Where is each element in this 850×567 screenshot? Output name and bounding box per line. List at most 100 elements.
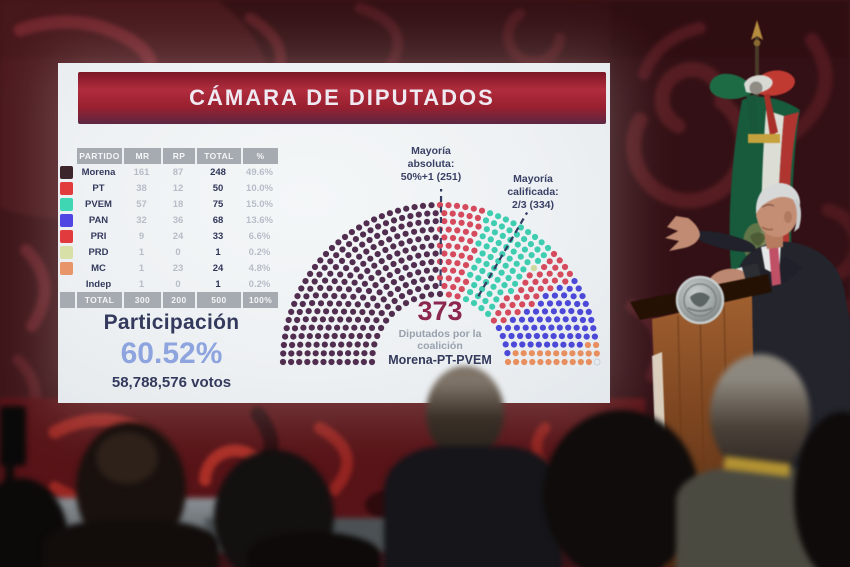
seat-dot-pan [552,341,559,348]
seat-dot-pvem [475,275,482,282]
seat-dot-morena [311,278,318,285]
table-row: MC 1 23 24 4.8% [58,260,282,276]
seat-dot-pan [564,300,571,307]
seat-dot-mc [577,350,584,357]
seat-dot-pt [467,221,474,228]
seat-dot-morena [373,317,380,324]
seat-dot-morena [320,358,327,366]
seat-dot-morena [415,236,422,243]
seat-dot-morena [326,285,333,292]
seat-dot-pt [458,269,465,276]
seat-dot-pan [504,350,511,357]
seat-dot-pvem [483,243,490,250]
seat-dot-morena [428,226,435,233]
results-table: PARTIDO MR RP TOTAL% Morena 161 87 248 49.6% PT 38… [58,148,282,308]
pct-value: 15.0% [246,198,273,210]
seat-dot-pvem [483,260,490,268]
seat-dot-morena [317,300,325,307]
seat-dot-pvem [487,236,494,243]
seat-dot-morena [390,217,398,224]
total-row-label: TOTAL [75,292,122,308]
seat-dot-morena [386,210,393,217]
seat-dot-mc [504,358,512,366]
seat-dot-pt [453,202,461,209]
seat-dot-morena [329,341,336,348]
seat-dot-pvem [497,289,504,296]
seat-dot-pan [591,333,599,340]
seat-dot-morena [360,358,367,366]
seat-dot-mc [593,341,600,349]
seat-dot-morena [402,230,409,237]
seat-dot-morena [374,332,381,340]
seat-dot-morena [344,358,351,366]
seat-dot-pan [581,325,589,332]
seat-dot-morena [288,358,295,366]
seat-dot-pan [504,324,512,331]
table-row: PARTIDO MR RP TOTAL% [58,148,282,164]
seat-dot-morena [360,260,367,267]
seat-dot-morena [380,296,387,303]
seat-dot-morena [312,292,319,299]
seat-dot-morena [307,270,314,277]
seat-dot-pvem [502,216,509,223]
seat-dot-morena [363,220,370,227]
total-value: 75 [212,198,224,210]
seat-dot-morena [331,292,338,300]
seat-dot-pan [559,308,566,315]
seat-dot-pri [532,278,539,285]
total-value: 1 [215,278,221,290]
seat-dot-morena [340,308,348,315]
seat-dot-morena [419,260,426,267]
seat-dot-morena [364,301,371,309]
seat-dot-pvem [507,287,515,295]
party-color-swatch [60,245,73,259]
seat-dot-pvem [498,223,505,230]
participation-votes: 58,788,576 votos [111,374,232,391]
seat-dot-morena [352,358,359,366]
pct-value: 6.6% [248,230,271,242]
seat-dot-morena [388,310,395,317]
seat-dot-morena [394,250,401,257]
table-row: Indep 1 0 1 0.2% [58,276,282,292]
seat-dot-mc [553,350,560,357]
seat-dot-morena [428,258,435,266]
seat-dot-pvem [499,232,506,239]
seat-dot-morena [394,286,401,293]
seat-dot-pvem [490,283,497,290]
seat-dot-morena [311,263,319,271]
seat-dot-morena [343,265,350,272]
seat-dot-morena [290,333,297,340]
seat-dot-pan [544,341,551,348]
seat-dot-pt [470,205,477,212]
seat-dot-pvem [527,241,534,248]
seat-dot-pan [513,324,520,331]
total-value: 248 [210,166,226,178]
seat-dot-morena [353,266,360,273]
seat-dot-morena [298,333,305,340]
seat-dot-pvem [534,246,541,253]
seat-dot-morena [398,293,406,300]
seat-dot-pt [466,213,473,220]
seat-dot-pri [551,277,558,284]
coalition-total-block: 373 Diputados por la coalición Morena-PT… [380,296,500,367]
seat-dot-pt [445,202,452,209]
seat-dot-morena [368,309,375,316]
hemicycle-svg [279,188,601,366]
seat-dot-pri [546,270,553,277]
seat-dot-morena [327,270,334,277]
seat-dot-pt [441,282,448,290]
seat-dot-morena [398,240,405,247]
seat-dot-pvem [483,226,490,233]
seat-dot-pri [528,300,535,308]
seat-dot-morena [328,244,336,252]
seat-dot-morena [351,279,358,286]
party-name: PAN [88,214,109,226]
seat-dot-pri [542,278,549,285]
seat-dot-morena [332,264,339,271]
total-mr: 300 [122,292,161,308]
seat-dot-mc [545,350,552,357]
column-header: RP [161,148,195,164]
seat-dot-morena [317,257,324,264]
seat-dot-morena [315,333,322,340]
